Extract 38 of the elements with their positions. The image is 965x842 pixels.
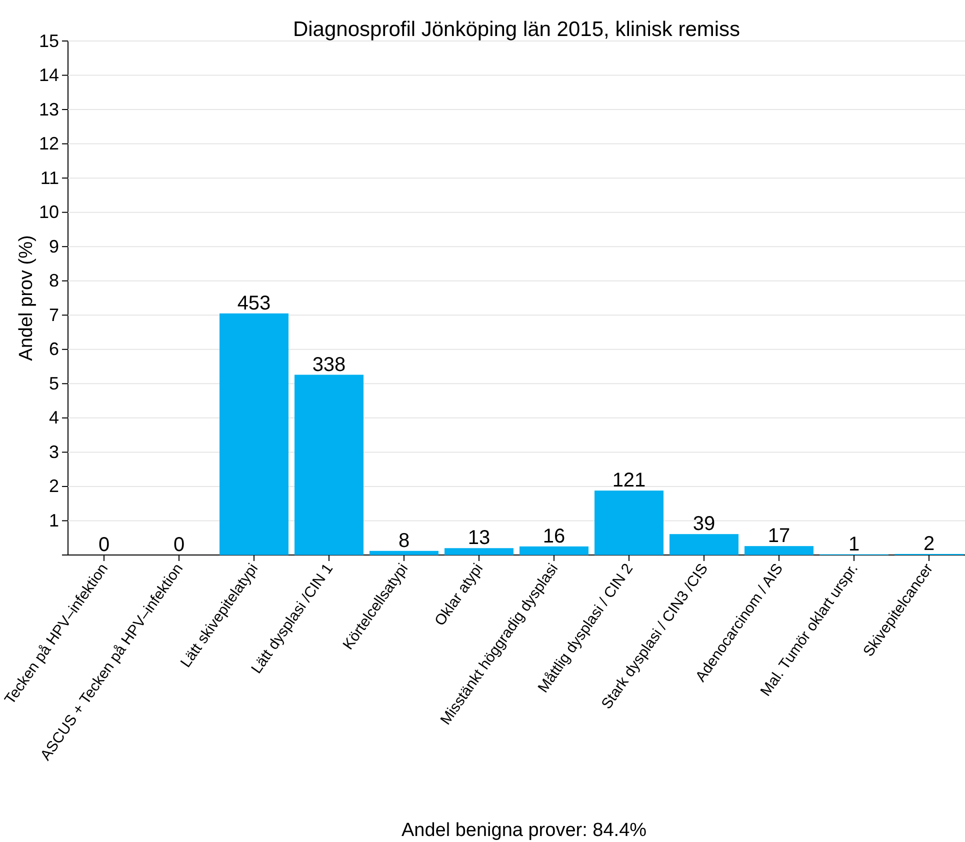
annotation: 16 — [542, 525, 566, 548]
y-tick-label: 11 — [40, 168, 59, 188]
annotation: 0 — [173, 534, 185, 556]
annotation: 39 — [692, 513, 716, 536]
text: Andel benigna prover: 84.4% — [401, 820, 647, 841]
bar — [444, 548, 514, 555]
y-tick-label: 14 — [38, 65, 59, 86]
bar — [220, 313, 288, 555]
annotation: 2 — [923, 532, 935, 555]
y-tick-label: 10 — [38, 202, 59, 222]
y-tick-label: 5 — [48, 373, 59, 394]
y-axis-title: Andel prov (%) — [16, 235, 37, 361]
y-tick-label: 6 — [48, 339, 59, 360]
bar — [520, 546, 588, 555]
y-tick-label: 15 — [38, 30, 59, 51]
annotation: 1 — [848, 533, 860, 556]
annotation: 17 — [768, 525, 790, 548]
chart-title: Diagnosprofil Jönköping län 2015, klinisk remiss — [292, 18, 740, 41]
bar — [670, 534, 738, 555]
annotation: 338 — [312, 354, 346, 376]
annotation: 121 — [612, 470, 646, 492]
bar — [744, 546, 814, 555]
bar — [294, 374, 364, 555]
y-tick-label: 2 — [48, 476, 59, 496]
annotation: 0 — [98, 534, 110, 556]
y-tick-label: 4 — [48, 408, 59, 428]
y-tick-label: 3 — [48, 442, 59, 462]
y-tick-label: 8 — [48, 270, 59, 291]
annotation: 8 — [398, 530, 410, 552]
y-tick-label: 1 — [48, 510, 59, 530]
bar — [370, 550, 438, 555]
y-tick-label: 7 — [48, 304, 59, 325]
y-tick-label: 12 — [38, 134, 59, 154]
annotation: 13 — [468, 527, 490, 550]
annotation: 453 — [237, 292, 271, 314]
bar — [594, 490, 664, 555]
y-tick-label: 9 — [48, 236, 59, 256]
y-tick-label: 13 — [38, 99, 59, 120]
